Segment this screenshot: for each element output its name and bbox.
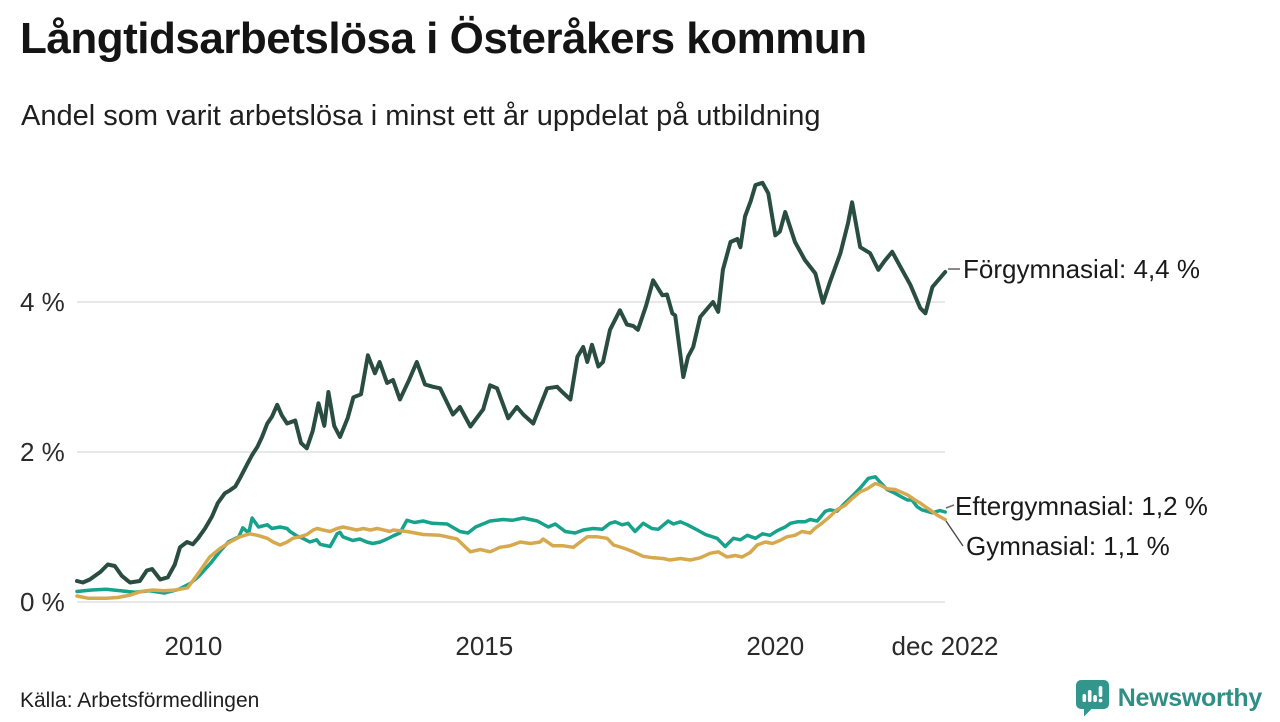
series-line-gymnasial xyxy=(75,481,947,601)
connector-gymnasial xyxy=(945,520,964,547)
series-label-eftergymnasial: Eftergymnasial: 1,2 % xyxy=(955,491,1208,521)
series-lines xyxy=(75,180,948,601)
newsworthy-brand[interactable]: Newsworthy xyxy=(1075,678,1262,718)
page-title: Långtidsarbetslösa i Österåkers kommun xyxy=(20,14,867,63)
series-label-forgymnasial: Förgymnasial: 4,4 % xyxy=(963,254,1200,284)
newsworthy-logo-icon xyxy=(1075,679,1110,717)
page-subtitle: Andel som varit arbetslösa i minst ett å… xyxy=(21,100,821,132)
y-tick-label: 2 % xyxy=(20,437,65,467)
series-line-eftergymnasial xyxy=(75,475,947,595)
connector-eftergymnasial xyxy=(945,504,955,509)
y-tick-label: 0 % xyxy=(20,587,65,617)
x-tick-label: dec 2022 xyxy=(891,631,999,661)
source-note: Källa: Arbetsförmedlingen xyxy=(20,689,260,712)
series-line-förgymnasial xyxy=(75,180,948,585)
series-label-gymnasial: Gymnasial: 1,1 % xyxy=(966,531,1170,561)
gridlines xyxy=(77,301,945,603)
y-tick-label: 4 % xyxy=(20,287,65,317)
newsworthy-wordmark: Newsworthy xyxy=(1117,683,1263,712)
x-tick-label: 2020 xyxy=(746,631,805,661)
x-tick-label: 2010 xyxy=(164,631,223,661)
x-tick-label: 2015 xyxy=(455,631,514,661)
